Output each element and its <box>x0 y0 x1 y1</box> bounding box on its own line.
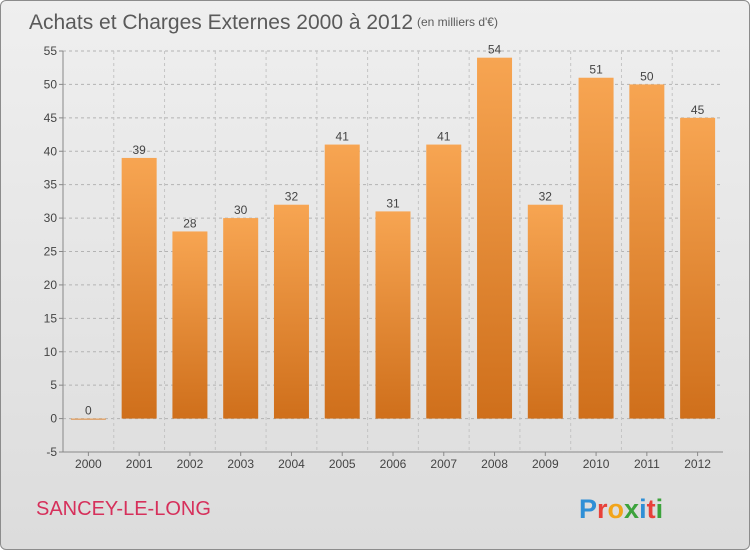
x-tick-label-2010: 2010 <box>583 457 610 471</box>
bar-2005 <box>324 144 360 419</box>
bar-2004 <box>273 204 309 419</box>
y-tick-label: 5 <box>50 378 57 392</box>
logo-letter: x <box>624 494 639 524</box>
x-tick-label-2002: 2002 <box>177 457 204 471</box>
y-tick-label: -5 <box>46 445 57 459</box>
x-tick-label-2006: 2006 <box>380 457 407 471</box>
bar-2002 <box>172 231 208 419</box>
value-label-2012: 45 <box>691 103 705 117</box>
logo-letter: t <box>647 494 656 524</box>
bar-2011 <box>629 84 665 419</box>
x-tick-label-2000: 2000 <box>75 457 102 471</box>
y-tick-label: 15 <box>44 311 58 325</box>
x-tick-label-2012: 2012 <box>684 457 711 471</box>
chart-title: Achats et Charges Externes 2000 à 2012 <box>29 11 413 34</box>
value-label-2005: 41 <box>336 130 350 144</box>
x-tick-label-2001: 2001 <box>126 457 153 471</box>
y-tick-label: 20 <box>44 278 58 292</box>
value-label-2006: 31 <box>386 196 400 210</box>
bar-2010 <box>578 77 614 419</box>
chart-subtitle: (en milliers d'€) <box>417 15 498 29</box>
bar-2006 <box>375 211 411 419</box>
value-label-2007: 41 <box>437 130 451 144</box>
logo-letter: o <box>608 494 625 524</box>
y-tick-label: 0 <box>50 412 57 426</box>
y-tick-label: 10 <box>44 345 58 359</box>
x-tick-label-2003: 2003 <box>227 457 254 471</box>
y-axis: -5 0 5 10 15 20 25 30 35 40 45 50 55 <box>44 44 64 459</box>
value-label-2008: 54 <box>488 43 502 57</box>
bar-2001 <box>121 157 157 419</box>
y-tick-label: 35 <box>44 178 58 192</box>
value-label-2002: 28 <box>183 216 197 230</box>
x-tick-label-2007: 2007 <box>430 457 457 471</box>
x-axis: 2000 2001 2002 2003 2004 2005 2006 2007 2008 2009… <box>63 451 723 471</box>
x-tick-label-2004: 2004 <box>278 457 305 471</box>
value-label-2004: 32 <box>285 190 299 204</box>
bars: 0 39 28 30 32 41 31 41 54 32 51 50 45 <box>70 43 716 420</box>
y-tick-label: 50 <box>44 77 58 91</box>
y-tick-label: 45 <box>44 111 58 125</box>
bar-2008 <box>477 57 513 419</box>
bar-2000 <box>70 418 106 420</box>
value-label-2001: 39 <box>132 143 146 157</box>
bar-2003 <box>223 218 259 419</box>
bar-2007 <box>426 144 462 419</box>
proxiti-logo: Proxiti <box>579 494 663 524</box>
x-tick-label-2009: 2009 <box>532 457 559 471</box>
x-tick-label-2008: 2008 <box>481 457 508 471</box>
y-tick-label: 40 <box>44 144 58 158</box>
logo-letter: i <box>639 494 647 524</box>
x-tick-label-2005: 2005 <box>329 457 356 471</box>
value-label-2003: 30 <box>234 203 248 217</box>
value-label-2009: 32 <box>539 190 553 204</box>
logo-letter: i <box>656 494 664 524</box>
logo-letter: r <box>597 494 608 524</box>
bar-2009 <box>527 204 563 419</box>
value-label-2010: 51 <box>589 63 603 77</box>
y-tick-label: 30 <box>44 211 58 225</box>
bar-2012 <box>680 117 716 419</box>
x-tick-label-2011: 2011 <box>634 457 660 471</box>
y-tick-label: 55 <box>44 44 58 58</box>
y-tick-label: 25 <box>44 245 58 259</box>
commune-name: SANCEY-LE-LONG <box>36 498 211 520</box>
value-label-2011: 50 <box>640 69 654 83</box>
logo-letter: P <box>579 494 597 524</box>
value-label-2000: 0 <box>85 404 92 418</box>
